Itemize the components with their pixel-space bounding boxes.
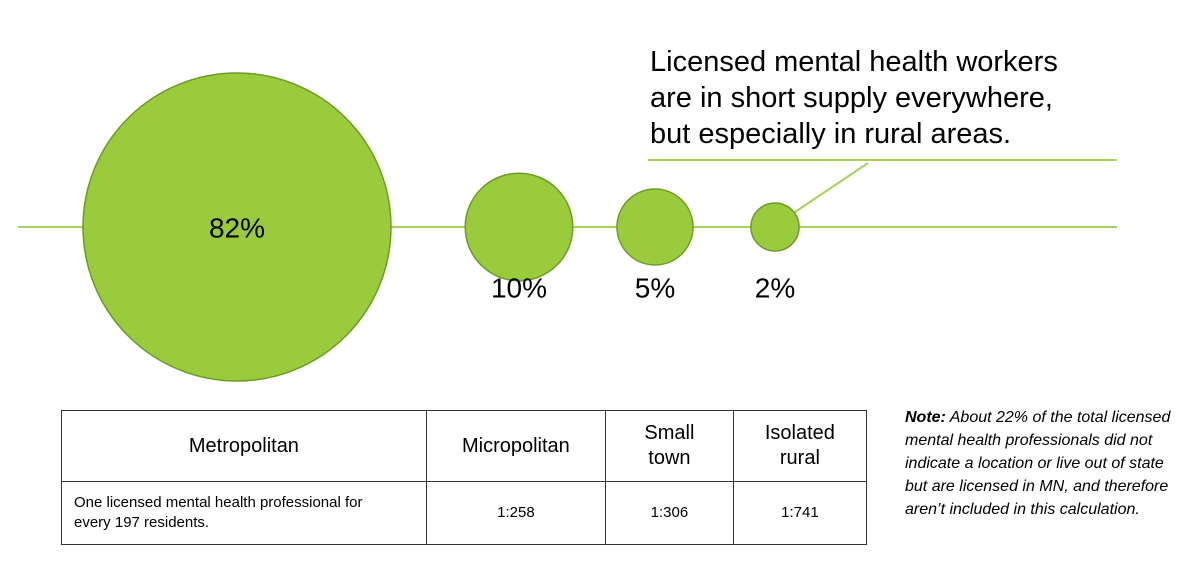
bubble-label-small-town: 5% [635,273,675,304]
cell-isolated-rural: 1:741 [732,481,868,545]
header-small-town-text: Small town [644,422,695,469]
cell-small-town: 1:306 [604,481,734,545]
header-isolated-rural: Isolated rural [732,410,868,482]
bubble-label-metropolitan: 82% [209,213,265,244]
bubble-isolated-rural [750,202,800,252]
bubble-small-town [616,188,694,266]
headline-line-1: Licensed mental health workers [650,46,1058,78]
header-small-town: Small town [604,410,734,482]
headline-line-3: but especially in rural areas. [650,118,1012,150]
bubble-label-micropolitan: 10% [491,273,547,304]
callout-arrow-line [788,162,869,217]
note: Note: About 22% of the total licensed me… [905,406,1185,521]
header-isolated-rural-text: Isolated rural [764,422,835,469]
cell-metropolitan: One licensed mental health professional … [61,481,427,545]
note-text: About 22% of the total licensed mental h… [905,409,1171,518]
table-header-row: Metropolitan Micropolitan Small town Iso… [61,410,868,482]
headline: Licensed mental health workers are in sh… [650,44,1150,152]
cell-micropolitan: 1:258 [425,481,606,545]
ratio-table: Metropolitan Micropolitan Small town Iso… [61,410,868,545]
table-row: One licensed mental health professional … [61,481,868,545]
header-micropolitan: Micropolitan [425,410,606,482]
headline-line-2: are in short supply everywhere, [650,82,1053,114]
cell-metropolitan-text: One licensed mental health professional … [74,494,363,531]
bubble-chart: 82% 10% 5% 2% [18,72,1117,382]
bubble-metropolitan [82,72,392,382]
bubble-micropolitan [464,172,574,282]
bubble-label-isolated-rural: 2% [755,273,795,304]
header-metropolitan: Metropolitan [61,410,427,482]
note-label: Note: [905,409,946,426]
